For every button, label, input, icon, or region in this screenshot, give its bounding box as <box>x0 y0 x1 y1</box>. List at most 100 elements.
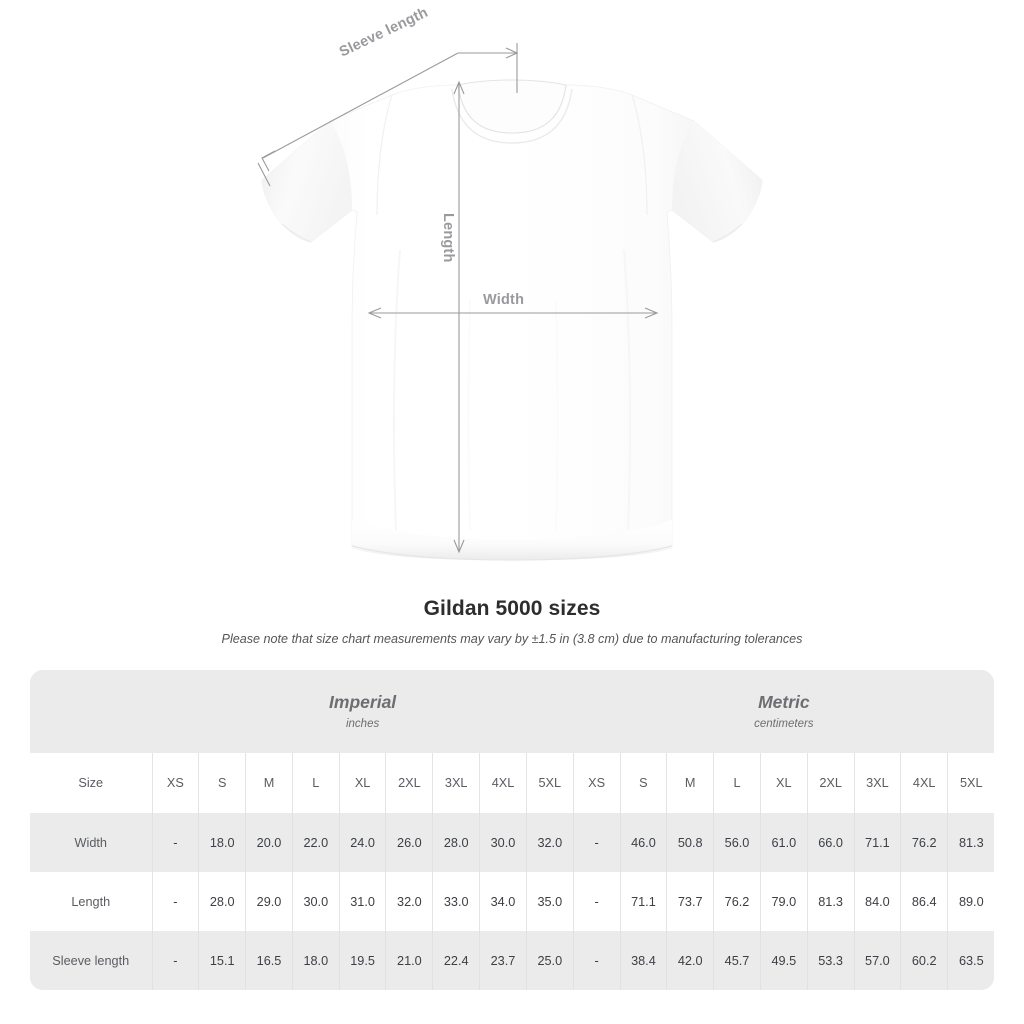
table-row: Width -18.0 20.0 22.0 24.0 26.0 28.0 30.0 32.0-4… <box>30 813 994 872</box>
measurement-cell: 32.0 <box>525 813 574 872</box>
measurement-cell: 16.5 <box>245 931 293 990</box>
shirt-shape <box>261 79 763 561</box>
measurement-cell: 45.7 <box>713 931 761 990</box>
unit-name: Metric <box>758 692 810 712</box>
measurement-cell: - <box>151 872 199 931</box>
measurement-cell: 71.1 <box>619 872 667 931</box>
size-header-cell: 4XL <box>900 753 948 813</box>
measurement-cell: 18.0 <box>291 931 340 990</box>
measurement-cell: 56.0 <box>713 813 761 872</box>
measurement-cell: 86.4 <box>900 872 948 931</box>
measurement-cell: 20.0 <box>245 813 293 872</box>
measurement-cell: 42.0 <box>666 931 714 990</box>
unit-header-row: Imperial inches Metric centimeters <box>30 670 994 753</box>
width-label: Width <box>483 292 525 308</box>
size-header-cell: XL <box>759 753 808 813</box>
measurement-cell: 30.0 <box>479 813 527 872</box>
unit-header-imperial: Imperial inches <box>152 670 574 753</box>
size-chart-table-container: Imperial inches Metric centimeters Size XS S M L… <box>30 670 994 990</box>
measurement-cell: 57.0 <box>853 931 901 990</box>
tshirt-illustration <box>257 43 763 561</box>
size-header-cell: L <box>291 753 340 813</box>
measurement-cell: 22.0 <box>291 813 340 872</box>
size-header-cell: L <box>713 753 761 813</box>
measurement-cell: - <box>151 931 199 990</box>
measurement-cell: 28.0 <box>198 872 246 931</box>
measurement-cell: 30.0 <box>291 872 340 931</box>
measurement-lines <box>257 43 659 554</box>
measurement-cell: 28.0 <box>432 813 480 872</box>
measurement-cell: 76.2 <box>900 813 948 872</box>
measurement-cell: 53.3 <box>806 931 854 990</box>
measurement-cell: 38.4 <box>619 931 667 990</box>
size-header-cell: 3XL <box>853 753 901 813</box>
measurement-cell: 29.0 <box>245 872 293 931</box>
size-header-cell: 5XL <box>525 753 574 813</box>
row-label: Sleeve length <box>30 931 152 990</box>
width-dimension <box>367 307 659 319</box>
measurement-cell: 76.2 <box>713 872 761 931</box>
measurement-cell: 18.0 <box>198 813 246 872</box>
measurement-cell: 81.3 <box>947 813 994 872</box>
unit-subtitle: centimeters <box>754 718 814 730</box>
table-row: Length -28.0 29.0 30.0 31.0 32.0 33.0 34.0 35.0-… <box>30 872 994 931</box>
measurement-cell: 63.5 <box>947 931 994 990</box>
size-header-cell: M <box>666 753 714 813</box>
size-header-cell: 2XL <box>806 753 854 813</box>
unit-subtitle: inches <box>345 718 380 730</box>
measurement-cell: 19.5 <box>338 931 386 990</box>
measurement-cell: - <box>572 813 621 872</box>
unit-name: Imperial <box>329 692 397 712</box>
measurement-cell: 15.1 <box>198 931 246 990</box>
tshirt-diagram: Sleeve length Length Width <box>257 5 763 561</box>
measurement-cell: 71.1 <box>853 813 901 872</box>
size-chart-table: Imperial inches Metric centimeters Size XS S M L… <box>30 670 994 990</box>
measurement-cell: 35.0 <box>525 872 574 931</box>
size-header-cell: 4XL <box>479 753 527 813</box>
size-header-cell: 5XL <box>947 753 994 813</box>
measurement-cell: 61.0 <box>759 813 808 872</box>
length-label: Length <box>440 213 456 263</box>
measurement-cell: 73.7 <box>666 872 714 931</box>
measurement-cell: 22.4 <box>432 931 480 990</box>
measurement-cell: 66.0 <box>806 813 854 872</box>
measurement-cell: 23.7 <box>479 931 527 990</box>
measurement-cell: 25.0 <box>525 931 574 990</box>
measurement-cell: 32.0 <box>385 872 433 931</box>
measurement-cell: 89.0 <box>947 872 994 931</box>
size-header-cell: XS <box>572 753 621 813</box>
measurement-cell: 81.3 <box>806 872 854 931</box>
measurement-cell: 79.0 <box>759 872 808 931</box>
size-header-row: Size XS S M L XL 2XL 3XL 4XL 5XL XS S M L XL 2XL 3XL 4XL 5… <box>30 753 994 813</box>
measurement-cell: - <box>151 813 199 872</box>
measurement-cell: 21.0 <box>385 931 433 990</box>
size-header-cell: S <box>198 753 246 813</box>
unit-header-spacer <box>30 670 152 753</box>
page-subtitle: Please note that size chart measurements… <box>221 632 803 646</box>
measurement-cell: 24.0 <box>338 813 386 872</box>
measurement-cell: 49.5 <box>759 931 808 990</box>
measurement-cell: 60.2 <box>900 931 948 990</box>
measurement-cell: 34.0 <box>479 872 527 931</box>
measurement-cell: 26.0 <box>385 813 433 872</box>
size-header-cell: 2XL <box>385 753 433 813</box>
title-block: Gildan 5000 sizes Please note that size … <box>0 595 1024 648</box>
size-header-cell: XL <box>338 753 386 813</box>
measurement-cell: - <box>572 872 621 931</box>
size-header-cell: 3XL <box>432 753 480 813</box>
measurement-cell: 31.0 <box>338 872 386 931</box>
measurement-cell: 50.8 <box>666 813 714 872</box>
unit-header-metric: Metric centimeters <box>573 670 994 753</box>
size-column-label: Size <box>30 753 152 813</box>
length-dimension <box>453 80 465 554</box>
measurement-cell: 33.0 <box>432 872 480 931</box>
size-header-cell: XS <box>151 753 199 813</box>
measurement-cell: 84.0 <box>853 872 901 931</box>
measurement-cell: - <box>572 931 621 990</box>
size-header-cell: S <box>619 753 667 813</box>
row-label: Length <box>30 872 152 931</box>
page-title: Gildan 5000 sizes <box>423 597 601 620</box>
sleeve-length-dimension <box>257 43 519 187</box>
row-label: Width <box>30 813 152 872</box>
size-header-cell: M <box>245 753 293 813</box>
